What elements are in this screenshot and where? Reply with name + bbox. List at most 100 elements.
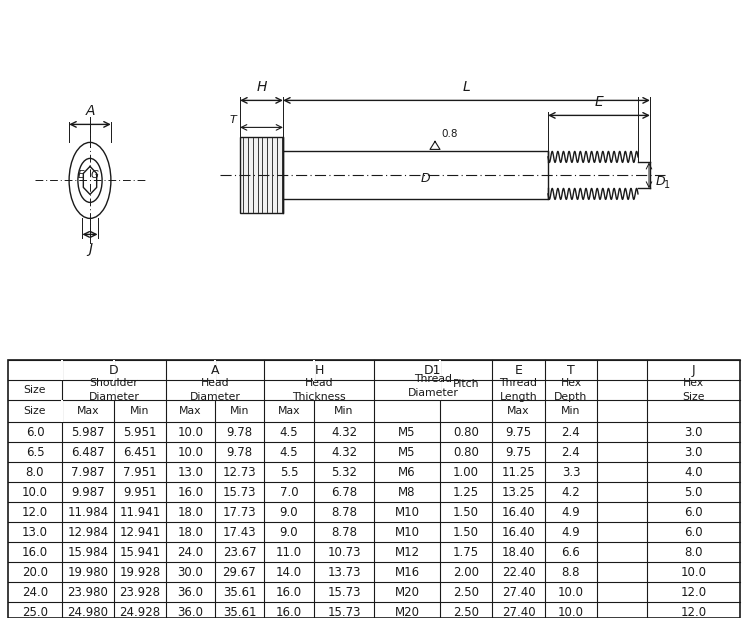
- Text: M5: M5: [398, 446, 416, 459]
- Text: J: J: [88, 242, 92, 256]
- Text: 16.0: 16.0: [276, 585, 302, 599]
- Text: 4.9: 4.9: [562, 506, 580, 519]
- Text: H: H: [257, 80, 267, 95]
- Text: 5.987: 5.987: [71, 426, 105, 439]
- Text: 10.0: 10.0: [177, 446, 203, 459]
- Text: 7.987: 7.987: [71, 466, 105, 479]
- Text: 9.951: 9.951: [123, 486, 157, 499]
- Text: 6.6: 6.6: [562, 546, 580, 559]
- Text: M8: M8: [398, 486, 416, 499]
- Text: 24.0: 24.0: [177, 546, 203, 559]
- Text: 10.0: 10.0: [22, 486, 48, 499]
- Text: 7.0: 7.0: [280, 486, 298, 499]
- Text: 16.0: 16.0: [276, 606, 302, 618]
- Text: 11.0: 11.0: [276, 546, 302, 559]
- Text: 16.0: 16.0: [177, 486, 203, 499]
- Text: 18.40: 18.40: [502, 546, 536, 559]
- Text: 4.5: 4.5: [280, 426, 298, 439]
- Text: 12.0: 12.0: [681, 606, 707, 618]
- Text: 8.0: 8.0: [25, 466, 44, 479]
- Text: 0.8: 0.8: [441, 129, 458, 140]
- Text: 23.928: 23.928: [120, 585, 161, 599]
- Text: 29.67: 29.67: [223, 565, 257, 578]
- Text: 11.984: 11.984: [67, 506, 108, 519]
- Text: 8.8: 8.8: [562, 565, 580, 578]
- Text: 17.73: 17.73: [223, 506, 257, 519]
- Text: 2.00: 2.00: [453, 565, 479, 578]
- Text: 0.80: 0.80: [453, 446, 479, 459]
- Text: 18.0: 18.0: [177, 506, 203, 519]
- Text: 13.0: 13.0: [177, 466, 203, 479]
- Text: Max: Max: [507, 407, 530, 417]
- Text: 3.0: 3.0: [684, 426, 703, 439]
- Text: 25.0: 25.0: [22, 606, 48, 618]
- Text: Thread
Length: Thread Length: [500, 378, 538, 402]
- Text: 5.951: 5.951: [123, 426, 157, 439]
- Text: Head
Thickness: Head Thickness: [292, 378, 346, 402]
- Text: 6.0: 6.0: [684, 526, 703, 539]
- Text: 2.4: 2.4: [562, 446, 580, 459]
- Text: 12.73: 12.73: [223, 466, 257, 479]
- Text: M10: M10: [394, 526, 420, 539]
- Text: 1.50: 1.50: [453, 506, 479, 519]
- Text: 9.75: 9.75: [506, 446, 532, 459]
- Text: 6.451: 6.451: [123, 446, 157, 459]
- Text: 1.00: 1.00: [453, 466, 479, 479]
- Text: T: T: [229, 116, 236, 125]
- Text: 16.40: 16.40: [502, 506, 536, 519]
- Bar: [439, 360, 441, 400]
- Text: 35.61: 35.61: [223, 585, 257, 599]
- Text: 2.50: 2.50: [453, 606, 479, 618]
- Text: Max: Max: [180, 407, 202, 417]
- Text: Max: Max: [278, 407, 300, 417]
- Text: 10.0: 10.0: [177, 426, 203, 439]
- Text: 9.0: 9.0: [280, 506, 298, 519]
- Text: 15.73: 15.73: [327, 585, 361, 599]
- Text: 35.61: 35.61: [223, 606, 257, 618]
- Text: 13.73: 13.73: [327, 565, 361, 578]
- Text: 1: 1: [664, 180, 670, 190]
- Text: 4.32: 4.32: [331, 446, 357, 459]
- Text: 4.2: 4.2: [562, 486, 580, 499]
- Text: Pitch: Pitch: [453, 379, 479, 389]
- Text: M5: M5: [398, 426, 416, 439]
- Text: 14.0: 14.0: [276, 565, 302, 578]
- Text: 6.0: 6.0: [25, 426, 44, 439]
- Text: M6: M6: [398, 466, 416, 479]
- Text: 2.4: 2.4: [562, 426, 580, 439]
- Text: 13.0: 13.0: [22, 526, 48, 539]
- Text: H: H: [314, 364, 324, 377]
- Text: Min: Min: [130, 407, 150, 417]
- Text: 9.75: 9.75: [506, 426, 532, 439]
- Text: 23.67: 23.67: [223, 546, 257, 559]
- Text: Hex
Depth: Hex Depth: [554, 378, 588, 402]
- Bar: [113, 360, 115, 400]
- Text: E: E: [515, 364, 522, 377]
- Text: L: L: [462, 80, 470, 95]
- Text: 6.487: 6.487: [71, 446, 105, 459]
- Text: M16: M16: [394, 565, 420, 578]
- Text: 6.5: 6.5: [25, 446, 44, 459]
- Text: 1.50: 1.50: [453, 526, 479, 539]
- Text: 4.9: 4.9: [562, 526, 580, 539]
- Text: D: D: [656, 175, 666, 188]
- Text: 1.25: 1.25: [453, 486, 479, 499]
- Text: 19.928: 19.928: [120, 565, 161, 578]
- Text: 8.0: 8.0: [684, 546, 703, 559]
- Text: M10: M10: [394, 506, 420, 519]
- Text: 9.987: 9.987: [71, 486, 105, 499]
- Text: M12: M12: [394, 546, 420, 559]
- Text: 10.0: 10.0: [558, 606, 584, 618]
- Text: G: G: [91, 171, 99, 180]
- Text: 9.78: 9.78: [227, 426, 253, 439]
- Text: Shoulder
Diameter: Shoulder Diameter: [88, 378, 139, 402]
- Bar: [240, 137, 283, 213]
- Text: 24.0: 24.0: [22, 585, 48, 599]
- Text: Hex
Size: Hex Size: [682, 378, 705, 402]
- Text: 4.0: 4.0: [684, 466, 703, 479]
- Text: 12.984: 12.984: [67, 526, 108, 539]
- Text: 10.0: 10.0: [558, 585, 584, 599]
- Text: Thread
Diameter: Thread Diameter: [408, 375, 459, 399]
- Text: 27.40: 27.40: [502, 585, 536, 599]
- Text: 30.0: 30.0: [177, 565, 203, 578]
